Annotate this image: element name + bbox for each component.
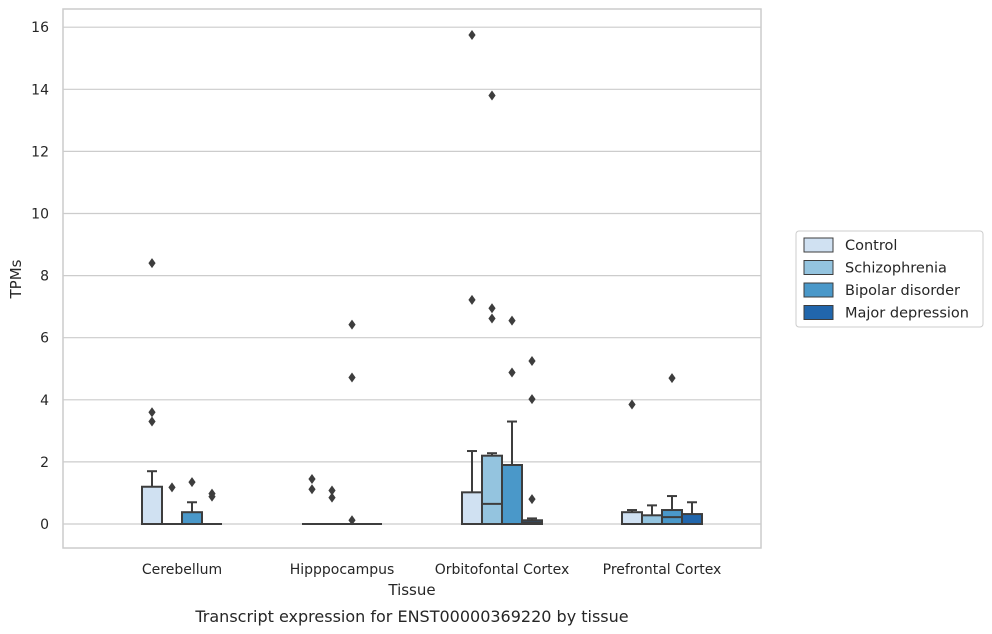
y-tick-label: 2 (40, 455, 49, 471)
outlier-point (148, 258, 156, 269)
legend-label: Schizophrenia (845, 261, 947, 277)
y-tick-label: 4 (40, 393, 49, 409)
box-2-1 (481, 452, 503, 525)
x-tick-label: Cerebellum (142, 562, 222, 578)
x-tick-label: Hipppocampus (290, 562, 395, 578)
y-tick-label: 10 (31, 207, 49, 223)
outlier-point (328, 492, 336, 503)
y-tick-labels: 0 2 4 6 8 10 12 14 16 (31, 20, 49, 533)
outlier-point (328, 485, 336, 496)
outlier-point (468, 294, 476, 305)
outlier-point (348, 372, 356, 383)
outlier-point (488, 313, 496, 324)
legend-label: Bipolar disorder (845, 283, 960, 299)
box-3-2 (661, 495, 683, 525)
legend-frame (795, 230, 984, 328)
legend-swatch (803, 282, 834, 298)
y-tick-label: 14 (31, 82, 49, 98)
outlier-point (208, 491, 216, 502)
outlier-point (468, 29, 476, 40)
box-rect (681, 513, 703, 526)
y-tick-label: 16 (31, 20, 49, 36)
outlier-point (188, 477, 196, 488)
legend-swatch (803, 305, 834, 320)
box-2-0 (461, 450, 483, 526)
y-tick-label: 12 (31, 144, 49, 160)
x-axis-label: Tissue (387, 581, 435, 599)
box-rect (641, 514, 663, 526)
outlier-point (308, 473, 316, 484)
box-3-3 (681, 501, 703, 526)
box-rect (621, 511, 643, 525)
outlier-point (348, 515, 356, 526)
box-3-0 (621, 509, 643, 525)
outlier-point (528, 355, 536, 366)
outlier-point (168, 482, 176, 493)
box-3-1 (641, 504, 663, 526)
legend-label: Major depression (845, 306, 969, 322)
outlier-point (148, 407, 156, 418)
box-2-2 (501, 420, 523, 526)
box-rect (481, 454, 503, 525)
box-2-3 (521, 517, 543, 525)
chart-caption: Transcript expression for ENST0000036922… (194, 607, 628, 626)
outlier-point (628, 399, 636, 410)
box-rect (181, 511, 203, 525)
outlier-point (508, 367, 516, 378)
outlier-point (308, 484, 316, 495)
box-rect (501, 464, 523, 526)
x-tick-label: Prefrontal Cortex (603, 562, 722, 578)
legend-swatch (803, 237, 834, 253)
y-tick-label: 6 (40, 331, 49, 347)
outlier-point (488, 303, 496, 314)
legend-swatch (803, 260, 834, 275)
outlier-point (528, 494, 536, 505)
box-0-0 (141, 470, 163, 525)
outlier-point (528, 394, 536, 405)
y-axis-label: TPMs (7, 259, 25, 299)
x-tick-label: Orbitofontal Cortex (435, 562, 570, 578)
outlier-point (348, 319, 356, 330)
box-rect (141, 485, 163, 525)
outlier-point (148, 416, 156, 427)
y-tick-label: 8 (40, 269, 49, 285)
gridlines (63, 26, 761, 525)
legend: Control Schizophrenia Bipolar disorder Majo… (795, 230, 984, 328)
outlier-point (488, 90, 496, 101)
outlier-point (508, 315, 516, 326)
box-rect (461, 491, 483, 526)
x-tick-labels: Cerebellum Hipppocampus Orbitofontal Corte… (142, 562, 721, 578)
boxes (141, 420, 703, 526)
outlier-point (668, 373, 676, 384)
legend-label: Control (845, 238, 897, 254)
box-0-2 (181, 501, 203, 525)
y-tick-label: 0 (40, 517, 49, 533)
plot-frame (62, 8, 762, 549)
outliers (148, 29, 676, 526)
